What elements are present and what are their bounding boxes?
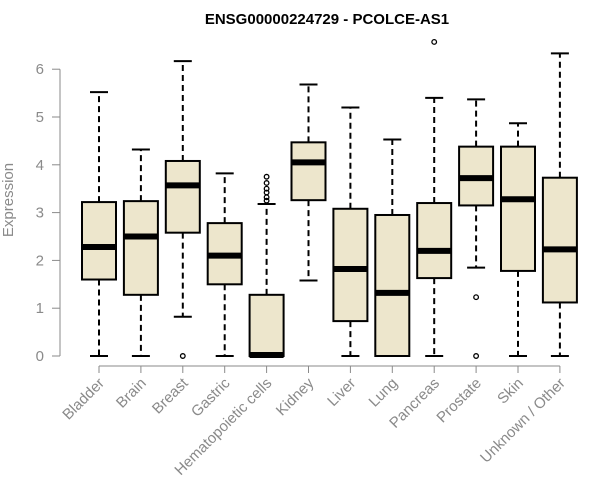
outlier-point (263, 189, 270, 196)
box-6 (332, 106, 369, 357)
x-tick-label: Lung (366, 375, 402, 411)
iqr-box (374, 213, 411, 357)
y-tick-label: 4 (36, 157, 44, 174)
outlier-point (263, 180, 270, 186)
y-tick-label: 2 (36, 252, 44, 269)
y-tick-label: 6 (36, 61, 44, 78)
iqr-box (122, 200, 159, 296)
iqr-box (332, 207, 369, 323)
outlier-point (473, 353, 480, 359)
iqr-box (164, 159, 201, 234)
boxes-layer (81, 39, 578, 359)
y-tick-label: 5 (36, 109, 44, 126)
x-tick-label: Bladder (59, 375, 108, 424)
iqr-box (416, 202, 453, 280)
y-tick-label: 3 (36, 205, 44, 222)
iqr-box (290, 141, 327, 202)
outlier-point (179, 353, 186, 359)
box-0 (81, 91, 117, 357)
iqr-box (500, 145, 536, 272)
box-3 (206, 172, 243, 357)
iqr-box (248, 293, 285, 358)
box-11 (541, 52, 578, 357)
box-10 (500, 122, 536, 357)
x-tick-label: Liver (324, 375, 359, 410)
x-tick-label: Skin (494, 375, 527, 408)
x-tick-label: Breast (149, 374, 192, 417)
box-5 (290, 83, 327, 282)
iqr-box (81, 201, 117, 281)
x-tick-label: Brain (113, 375, 150, 412)
x-tick-label: Prostate (433, 375, 485, 427)
box-1 (122, 148, 159, 357)
chart-title: ENSG00000224729 - PCOLCE-AS1 (205, 11, 449, 28)
outlier-point (263, 185, 270, 192)
outlier-point (263, 197, 270, 204)
outlier-point (263, 173, 270, 180)
box-7 (374, 138, 411, 357)
y-axis: 0 1 2 3 4 5 6 (36, 61, 61, 365)
iqr-box (541, 176, 578, 304)
y-axis-label: Expression (0, 163, 17, 237)
box-2 (164, 60, 201, 359)
box-9 (458, 98, 495, 359)
box-4 (248, 173, 285, 359)
box-8 (416, 39, 453, 357)
y-tick-label: 0 (36, 348, 44, 365)
outlier-point (473, 294, 480, 301)
outlier-point (431, 39, 438, 45)
x-tick-label: Kidney (273, 374, 318, 419)
y-tick-label: 1 (36, 300, 44, 317)
